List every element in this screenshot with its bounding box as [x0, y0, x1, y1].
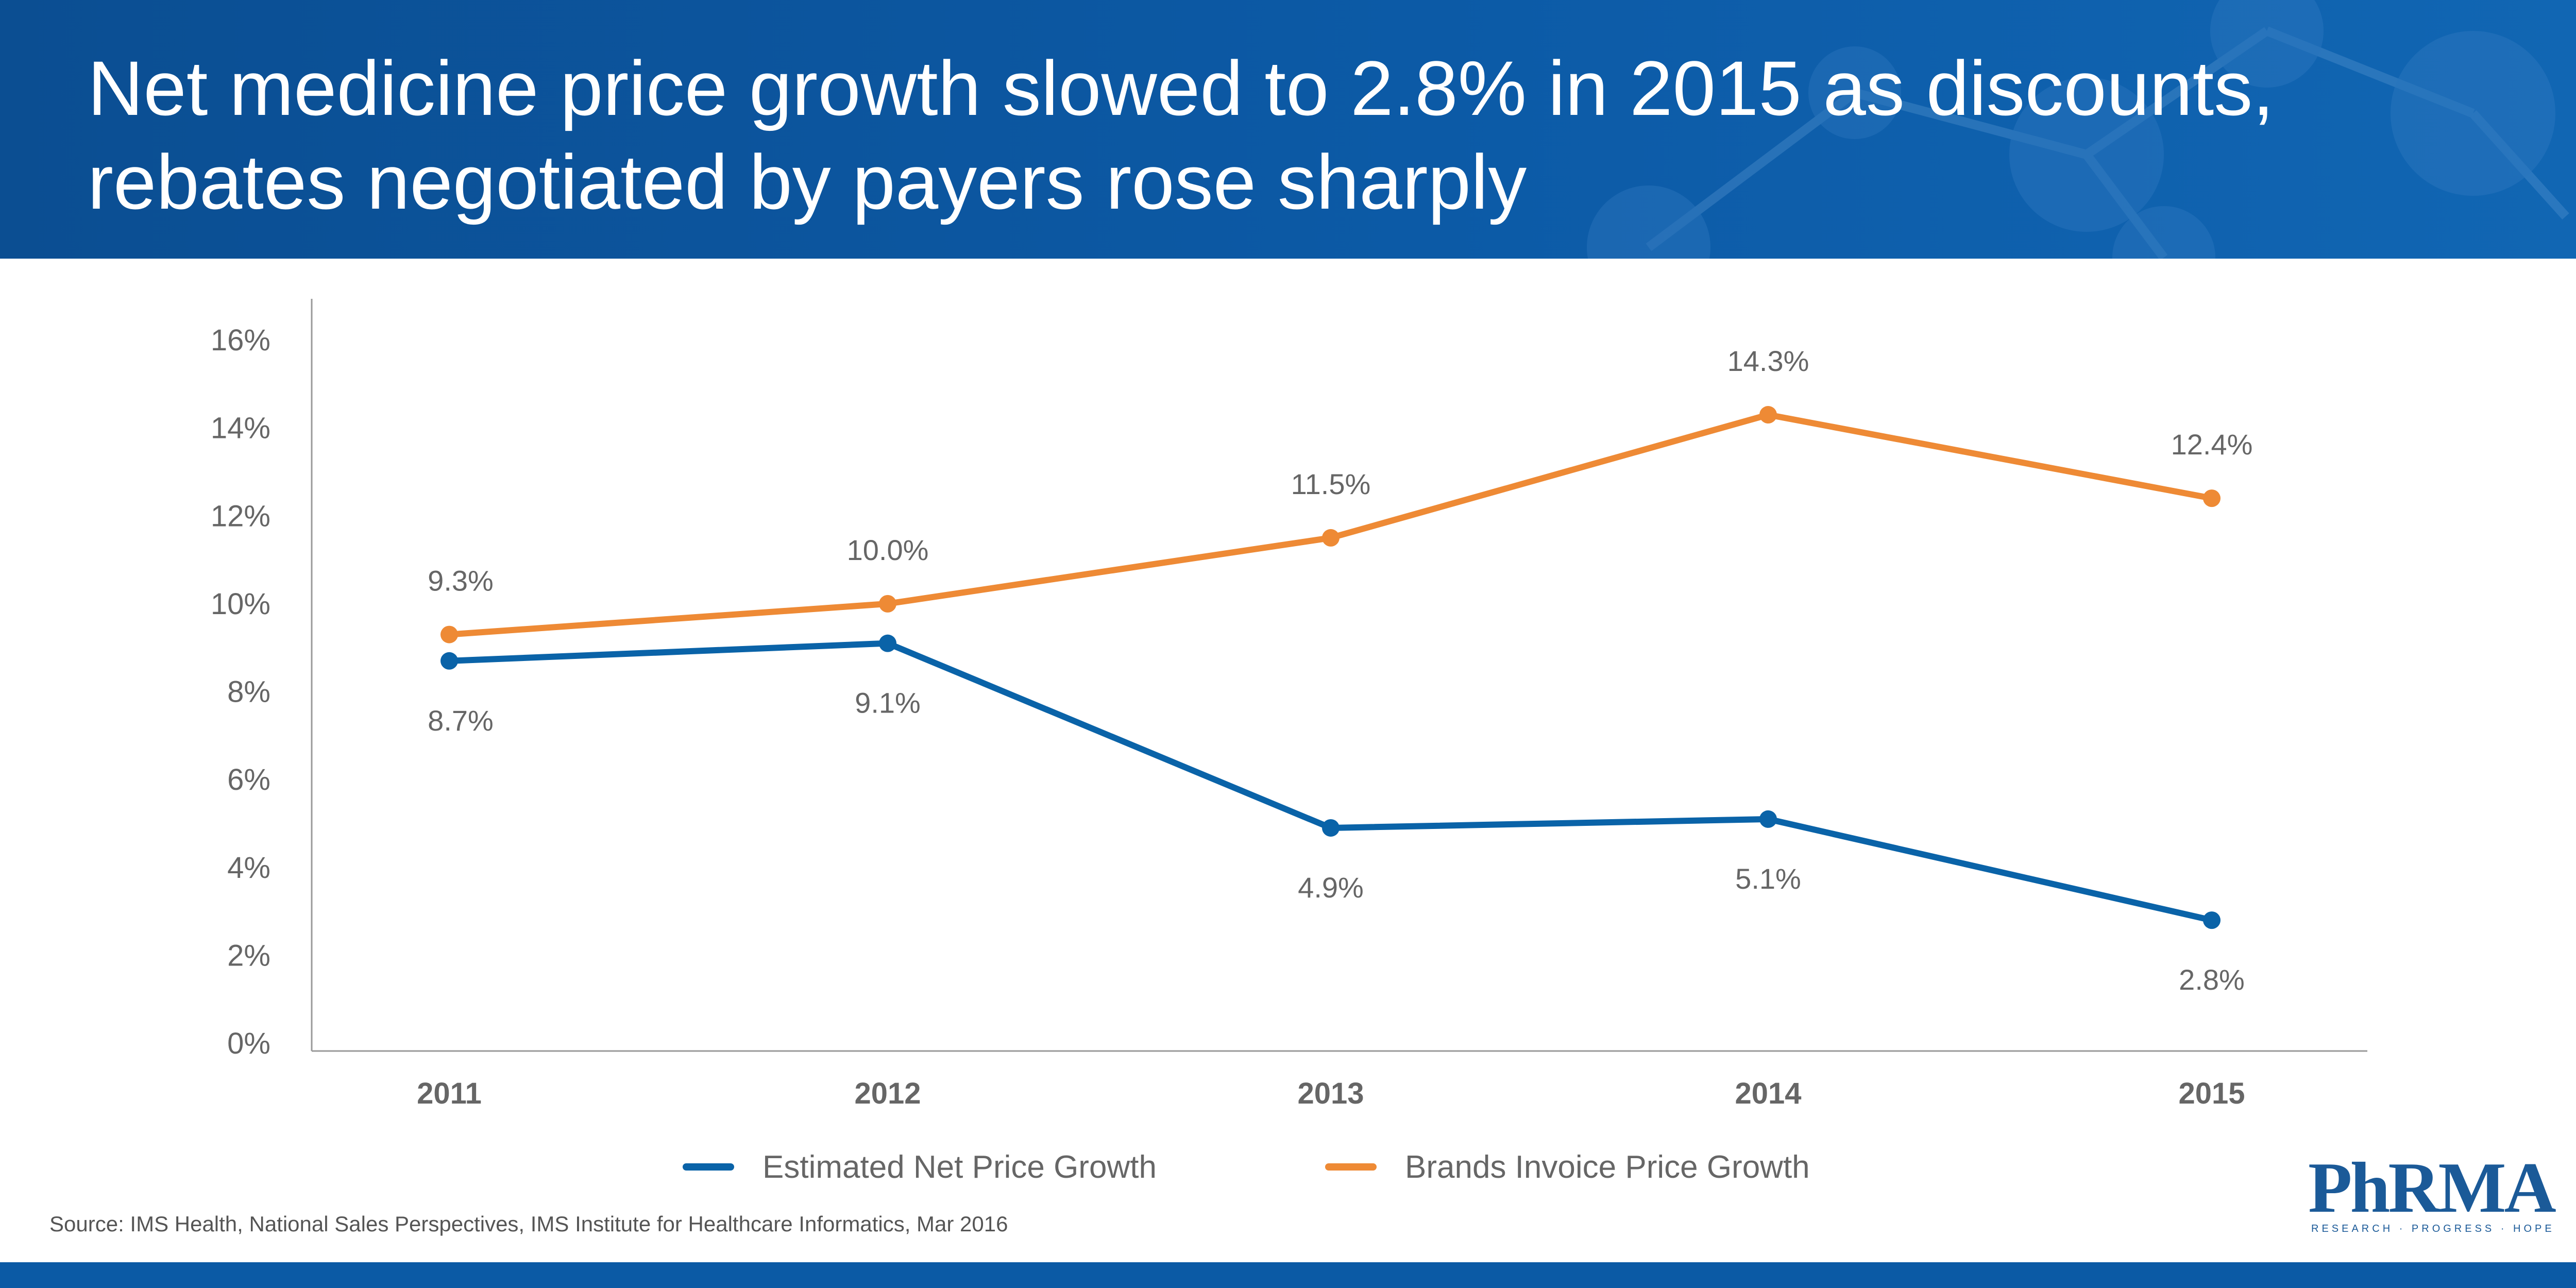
data-label-invoice: 10.0%	[847, 534, 929, 566]
y-tick-label: 6%	[227, 763, 270, 796]
legend-swatch-net	[683, 1163, 734, 1171]
legend-swatch-invoice	[1325, 1163, 1377, 1171]
molecule-decoration	[1587, 0, 2569, 259]
legend-label-invoice: Brands Invoice Price Growth	[1405, 1149, 1810, 1185]
data-point-invoice	[440, 625, 458, 643]
y-tick-label: 2%	[227, 939, 270, 972]
source-note: Source: IMS Health, National Sales Persp…	[49, 1212, 1008, 1236]
data-label-net: 9.1%	[855, 687, 921, 719]
data-point-invoice	[1322, 529, 1340, 547]
data-label-net: 8.7%	[428, 704, 494, 737]
y-tick-label: 14%	[211, 412, 270, 445]
y-tick-label: 16%	[211, 324, 270, 357]
footer-bar	[0, 1262, 2576, 1288]
data-label-net: 5.1%	[1735, 862, 1801, 895]
line-chart: 0% 2% 4% 6% 8% 10% 12% 14% 16% 2011 2012 2013 2014 20…	[211, 299, 2367, 1110]
y-tick-label: 12%	[211, 499, 270, 533]
data-label-invoice: 9.3%	[428, 565, 494, 597]
phrma-logo: PhRMA RESEARCH · PROGRESS · HOPE	[2308, 1152, 2556, 1235]
data-point-net	[2203, 911, 2221, 929]
data-label-net: 2.8%	[2179, 963, 2245, 996]
x-tick-label: 2014	[1735, 1077, 1801, 1110]
y-tick-label: 10%	[211, 587, 270, 621]
x-tick-label: 2015	[2178, 1077, 2245, 1110]
data-label-invoice: 14.3%	[1727, 345, 1809, 377]
data-point-net	[1322, 819, 1340, 837]
data-point-net	[440, 652, 458, 670]
x-tick-label: 2011	[417, 1077, 482, 1110]
header-banner: Net medicine price growth slowed to 2.8%…	[0, 0, 2576, 259]
y-tick-label: 4%	[227, 851, 270, 885]
logo-wordmark: PhRMA	[2308, 1148, 2556, 1228]
data-point-invoice	[879, 595, 896, 613]
data-label-invoice: 12.4%	[2171, 428, 2253, 461]
series-line-invoice	[446, 412, 2215, 638]
legend-item-net: Estimated Net Price Growth	[683, 1146, 1157, 1188]
legend-label-net: Estimated Net Price Growth	[762, 1149, 1157, 1185]
data-point-net	[1759, 810, 1777, 828]
data-label-net: 4.9%	[1298, 871, 1364, 904]
data-point-invoice	[2203, 489, 2221, 507]
data-label-invoice: 11.5%	[1291, 468, 1371, 500]
logo-tagline: RESEARCH · PROGRESS · HOPE	[2311, 1223, 2555, 1234]
x-tick-label: 2012	[854, 1077, 921, 1110]
y-tick-label: 8%	[227, 675, 270, 709]
chart-title: Net medicine price growth slowed to 2.8%…	[88, 45, 2274, 225]
x-tick-label: 2013	[1297, 1077, 1364, 1110]
data-point-net	[879, 634, 896, 652]
legend-item-invoice: Brands Invoice Price Growth	[1325, 1146, 1810, 1188]
data-point-invoice	[1759, 406, 1777, 424]
y-tick-label: 0%	[227, 1027, 270, 1060]
